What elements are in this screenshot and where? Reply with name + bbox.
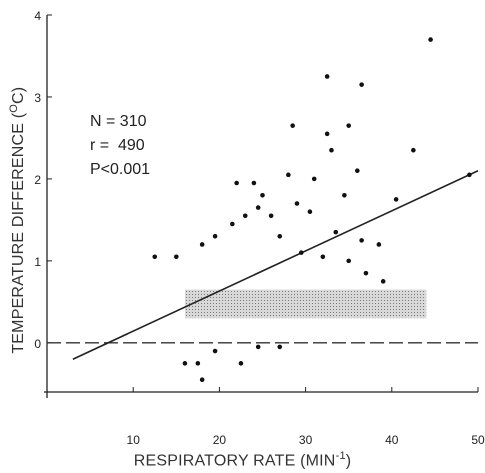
data-point <box>199 377 205 383</box>
annotation-n: N = 310 <box>90 113 147 130</box>
data-point <box>212 233 218 239</box>
reference-band-layer <box>184 289 427 319</box>
data-point <box>411 147 416 153</box>
data-point <box>376 242 382 247</box>
data-point <box>298 250 304 255</box>
data-point <box>182 361 188 366</box>
data-point <box>359 238 364 243</box>
y-tick-label: 3 <box>34 91 41 105</box>
y-axis-label-end: C) <box>10 86 28 104</box>
data-point <box>255 205 261 210</box>
data-points <box>152 37 472 383</box>
data-point <box>359 82 364 87</box>
data-point <box>212 348 218 354</box>
x-axis-label-main: RESPIRATORY RATE (MIN <box>133 452 336 470</box>
data-point <box>324 131 330 137</box>
y-tick-label: 2 <box>34 173 41 187</box>
data-point <box>346 258 352 264</box>
data-point <box>333 229 339 235</box>
data-point <box>329 147 334 153</box>
x-axis-label-end: ) <box>345 452 352 470</box>
y-axis-label: TEMPERATURE DIFFERENCE (OC) <box>8 40 28 400</box>
annotation-p: P<0.001 <box>90 161 151 178</box>
lines-layer <box>47 169 479 360</box>
data-point <box>199 242 205 247</box>
data-point <box>380 279 386 284</box>
regression-line <box>72 169 479 360</box>
data-point <box>251 180 257 186</box>
tick-labels: 0 1 2 3 4 10 20 30 40 50 <box>34 9 485 447</box>
data-point <box>286 172 291 178</box>
data-point <box>428 37 433 42</box>
data-point <box>152 254 158 260</box>
y-axis-label-main: TEMPERATURE DIFFERENCE ( <box>10 112 28 354</box>
data-point <box>277 233 283 239</box>
data-point <box>294 201 300 206</box>
axes <box>44 14 479 398</box>
data-point <box>311 176 317 182</box>
data-point <box>307 209 313 214</box>
y-tick-label: 0 <box>34 337 41 351</box>
y-tick-label: 4 <box>34 9 41 23</box>
x-tick-label: 20 <box>213 433 227 447</box>
y-axis-label-sup: O <box>7 103 20 113</box>
data-point <box>234 180 239 186</box>
data-point <box>320 254 326 260</box>
reference-band <box>184 289 427 319</box>
data-point <box>324 74 330 79</box>
data-point <box>268 213 274 219</box>
data-point <box>277 344 283 350</box>
data-point <box>238 361 244 366</box>
data-point <box>174 254 179 260</box>
x-tick-label: 30 <box>299 433 313 447</box>
y-tick-label: 1 <box>34 255 41 269</box>
x-tick-label: 40 <box>385 433 399 447</box>
data-point <box>346 123 352 128</box>
data-point <box>342 193 347 198</box>
annotation-r: r = 490 <box>90 137 145 154</box>
data-point <box>363 270 369 276</box>
data-point <box>255 344 261 350</box>
x-tick-label: 50 <box>471 433 485 447</box>
data-point <box>195 361 201 366</box>
x-tick-label: 10 <box>127 433 141 447</box>
data-point <box>260 193 265 198</box>
data-point <box>242 213 248 219</box>
data-point <box>393 197 399 202</box>
x-axis-label-sup: -1 <box>335 450 346 462</box>
data-point <box>355 168 360 174</box>
data-point <box>290 123 295 128</box>
stats-annotation: N = 310 r = 490 P<0.001 <box>90 110 150 182</box>
data-point <box>230 221 235 227</box>
x-axis-label: RESPIRATORY RATE (MIN-1) <box>0 450 485 470</box>
data-point <box>467 172 472 178</box>
